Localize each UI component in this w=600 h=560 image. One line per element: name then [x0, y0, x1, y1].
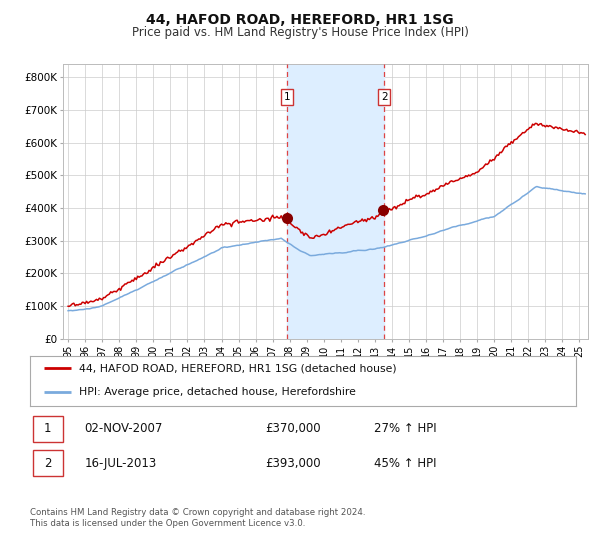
Text: 45% ↑ HPI: 45% ↑ HPI [374, 457, 436, 470]
Text: 2: 2 [381, 92, 388, 102]
Text: 44, HAFOD ROAD, HEREFORD, HR1 1SG: 44, HAFOD ROAD, HEREFORD, HR1 1SG [146, 13, 454, 27]
Bar [287, 64, 384, 339]
Text: 1: 1 [44, 422, 51, 435]
Text: 27% ↑ HPI: 27% ↑ HPI [374, 422, 437, 435]
Text: 02-NOV-2007: 02-NOV-2007 [85, 422, 163, 435]
Text: 2: 2 [44, 457, 51, 470]
Text: £370,000: £370,000 [265, 422, 320, 435]
Text: 1: 1 [284, 92, 290, 102]
FancyBboxPatch shape [33, 416, 63, 442]
Text: Contains HM Land Registry data © Crown copyright and database right 2024.
This d: Contains HM Land Registry data © Crown c… [30, 508, 365, 528]
Text: 16-JUL-2013: 16-JUL-2013 [85, 457, 157, 470]
Text: 44, HAFOD ROAD, HEREFORD, HR1 1SG (detached house): 44, HAFOD ROAD, HEREFORD, HR1 1SG (detac… [79, 363, 397, 373]
FancyBboxPatch shape [33, 450, 63, 477]
Text: HPI: Average price, detached house, Herefordshire: HPI: Average price, detached house, Here… [79, 387, 356, 397]
Text: Price paid vs. HM Land Registry's House Price Index (HPI): Price paid vs. HM Land Registry's House … [131, 26, 469, 39]
Text: £393,000: £393,000 [265, 457, 320, 470]
